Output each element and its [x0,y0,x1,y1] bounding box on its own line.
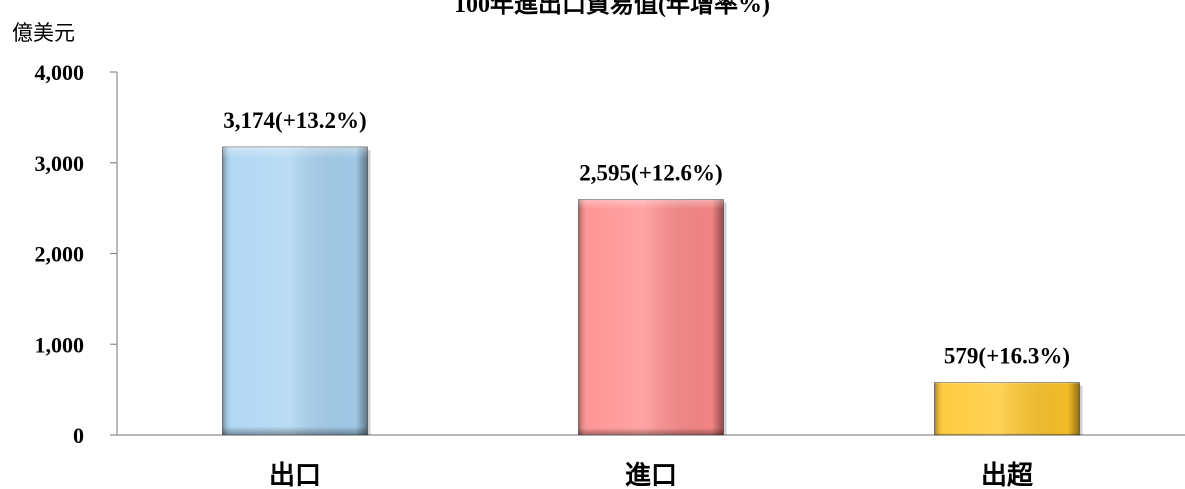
y-tick-label: 0 [73,423,84,448]
y-tick-label: 4,000 [35,60,85,85]
bar-data-label: 2,595(+12.6%) [579,161,722,186]
y-axis-unit-label: 億美元 [12,21,75,45]
y-tick-label: 2,000 [35,242,85,267]
x-category-label: 出口 [269,461,321,489]
chart-title: 100年進出口貿易值(年增率%) [454,0,770,18]
bar-bevel-vertical [934,382,1080,435]
y-tick-label: 1,000 [35,332,85,357]
bar-data-label: 3,174(+13.2%) [223,108,366,133]
x-category-label: 進口 [625,461,677,489]
bar-bevel-vertical [578,199,724,435]
bar-data-label: 579(+16.3%) [944,343,1070,368]
bar-bevel-vertical [222,146,368,435]
x-category-label: 出超 [981,461,1034,489]
y-tick-label: 3,000 [35,151,85,176]
